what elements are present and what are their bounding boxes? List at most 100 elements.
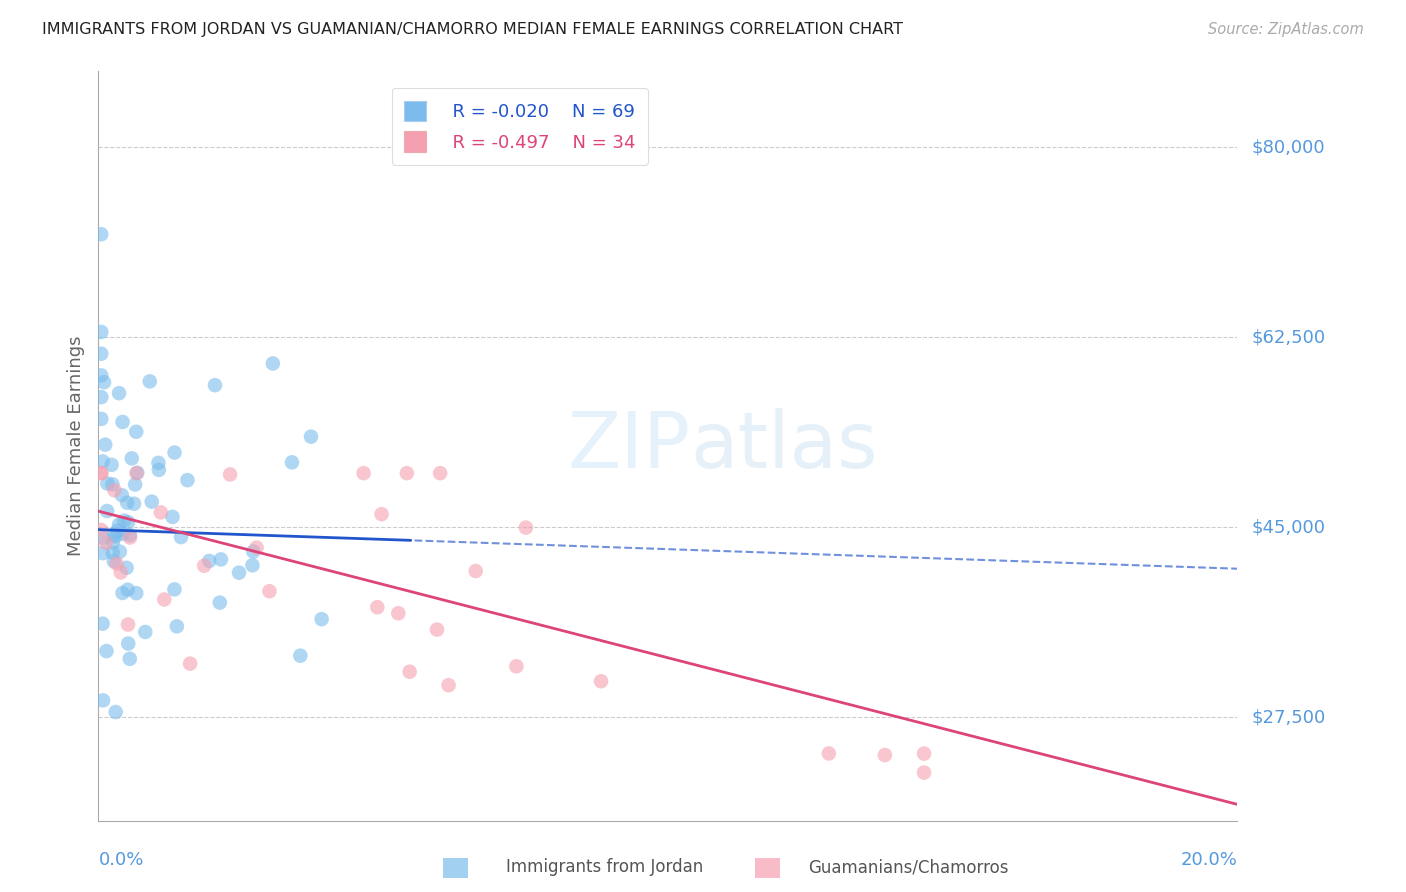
Text: Immigrants from Jordan: Immigrants from Jordan <box>506 858 703 876</box>
Point <box>242 558 264 573</box>
Point <box>111 488 134 502</box>
Point <box>166 619 188 633</box>
Point <box>912 765 935 780</box>
Point <box>110 566 132 580</box>
Point <box>118 652 141 666</box>
Legend:   R = -0.020    N = 69,   R = -0.497    N = 34: R = -0.020 N = 69, R = -0.497 N = 34 <box>392 88 648 165</box>
Point <box>90 368 112 383</box>
Point <box>90 227 112 242</box>
Point <box>387 607 409 621</box>
Point <box>112 514 135 528</box>
Point <box>93 531 115 545</box>
Y-axis label: Median Female Earnings: Median Female Earnings <box>66 335 84 557</box>
Point <box>117 582 139 597</box>
Point <box>96 644 118 658</box>
Point <box>228 566 250 580</box>
Point <box>873 747 896 762</box>
Point <box>96 504 118 518</box>
Point <box>125 425 148 439</box>
Point <box>94 536 117 550</box>
Point <box>125 586 148 600</box>
Point <box>120 531 142 545</box>
Point <box>125 466 148 480</box>
Point <box>176 473 198 487</box>
Point <box>163 445 186 459</box>
Text: $27,500: $27,500 <box>1251 708 1326 726</box>
Point <box>90 466 112 480</box>
Point <box>90 466 112 480</box>
Point <box>111 526 134 541</box>
Point <box>515 520 537 534</box>
Point <box>139 375 162 389</box>
Point <box>262 356 284 370</box>
Point <box>90 390 112 404</box>
Point <box>122 497 145 511</box>
Point <box>91 693 114 707</box>
Point <box>290 648 312 663</box>
Point <box>299 430 322 444</box>
Point <box>111 586 134 600</box>
Point <box>193 558 215 573</box>
Point <box>108 544 131 558</box>
Point <box>103 554 125 568</box>
Point <box>162 509 184 524</box>
Text: Source: ZipAtlas.com: Source: ZipAtlas.com <box>1208 22 1364 37</box>
Point <box>370 507 392 521</box>
Point <box>353 466 375 480</box>
Point <box>101 546 124 560</box>
Point <box>259 584 281 599</box>
Point <box>148 456 170 470</box>
Point <box>90 347 112 361</box>
Point <box>91 616 114 631</box>
Point <box>246 541 269 555</box>
Point <box>589 674 612 689</box>
Text: 20.0%: 20.0% <box>1181 851 1237 869</box>
Point <box>108 386 131 401</box>
Point <box>117 515 139 529</box>
Point <box>153 592 176 607</box>
Point <box>311 612 333 626</box>
Point <box>366 600 388 615</box>
Point <box>117 636 139 650</box>
Point <box>107 524 129 538</box>
Point <box>398 665 420 679</box>
Point <box>100 458 122 472</box>
Point <box>163 582 186 597</box>
Point <box>209 552 232 566</box>
Point <box>464 564 486 578</box>
Point <box>170 530 193 544</box>
Point <box>426 623 449 637</box>
Text: $80,000: $80,000 <box>1251 138 1324 156</box>
Text: IMMIGRANTS FROM JORDAN VS GUAMANIAN/CHAMORRO MEDIAN FEMALE EARNINGS CORRELATION : IMMIGRANTS FROM JORDAN VS GUAMANIAN/CHAM… <box>42 22 903 37</box>
Point <box>219 467 242 482</box>
Point <box>141 494 163 508</box>
Point <box>115 561 138 575</box>
Point <box>103 483 125 498</box>
Point <box>90 412 112 426</box>
Point <box>124 477 146 491</box>
Point <box>429 466 451 480</box>
Point <box>179 657 201 671</box>
Point <box>91 454 114 468</box>
Point <box>118 528 141 542</box>
Text: atlas: atlas <box>690 408 879 484</box>
Point <box>103 527 125 541</box>
Point <box>105 557 128 571</box>
Point <box>912 747 935 761</box>
Point <box>108 517 131 532</box>
Point <box>208 596 231 610</box>
Point <box>134 624 156 639</box>
Point <box>117 617 139 632</box>
Point <box>149 505 172 519</box>
Point <box>437 678 460 692</box>
Point <box>204 378 226 392</box>
Point <box>111 415 134 429</box>
Text: 0.0%: 0.0% <box>98 851 143 869</box>
Point <box>281 455 304 469</box>
Point <box>127 466 149 480</box>
Point <box>101 477 124 491</box>
Text: ZIP: ZIP <box>568 408 690 484</box>
Point <box>93 376 115 390</box>
Point <box>817 747 839 761</box>
Point <box>96 476 118 491</box>
